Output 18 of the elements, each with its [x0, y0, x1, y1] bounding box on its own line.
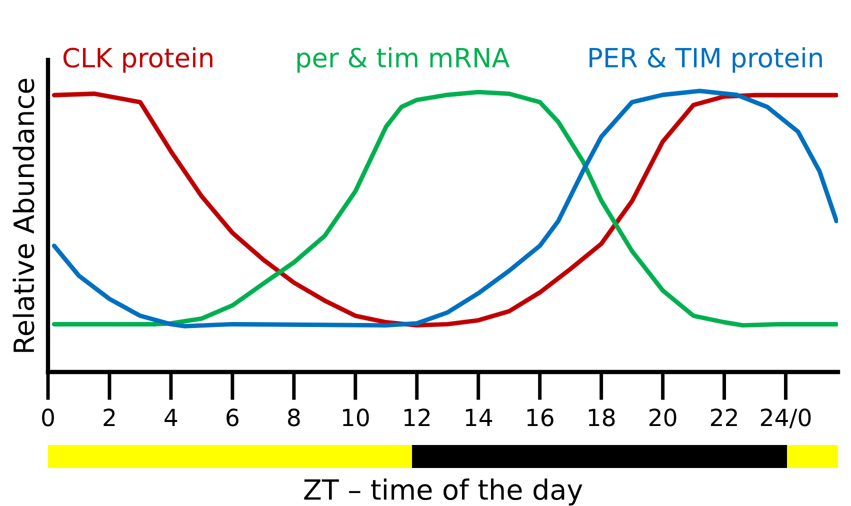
x-tick-label: 4 — [164, 408, 178, 426]
x-tick-label: 20 — [649, 408, 676, 426]
x-tick-label: 10 — [342, 408, 369, 426]
series-label: PER & TIM protein — [590, 47, 822, 73]
x-tick-label: 16 — [527, 408, 554, 426]
series-label: per & tim mRNA — [297, 47, 510, 73]
x-tick-label: 6 — [226, 408, 238, 426]
x-tick-label: 22 — [710, 408, 737, 426]
x-tick-label: 2 — [104, 408, 115, 426]
series-label: CLK protein — [63, 47, 212, 73]
y-axis-title: Relative Abundance — [12, 78, 34, 352]
x-tick-label: 14 — [466, 408, 492, 426]
x-tick-label: 8 — [288, 408, 300, 426]
x-tick-label: 18 — [588, 408, 615, 426]
x-tick-label: 24/0 — [760, 408, 811, 428]
x-tick-label: 0 — [42, 408, 54, 426]
x-tick-label: 12 — [404, 408, 430, 426]
x-axis-title: ZT – time of the day — [304, 478, 582, 506]
